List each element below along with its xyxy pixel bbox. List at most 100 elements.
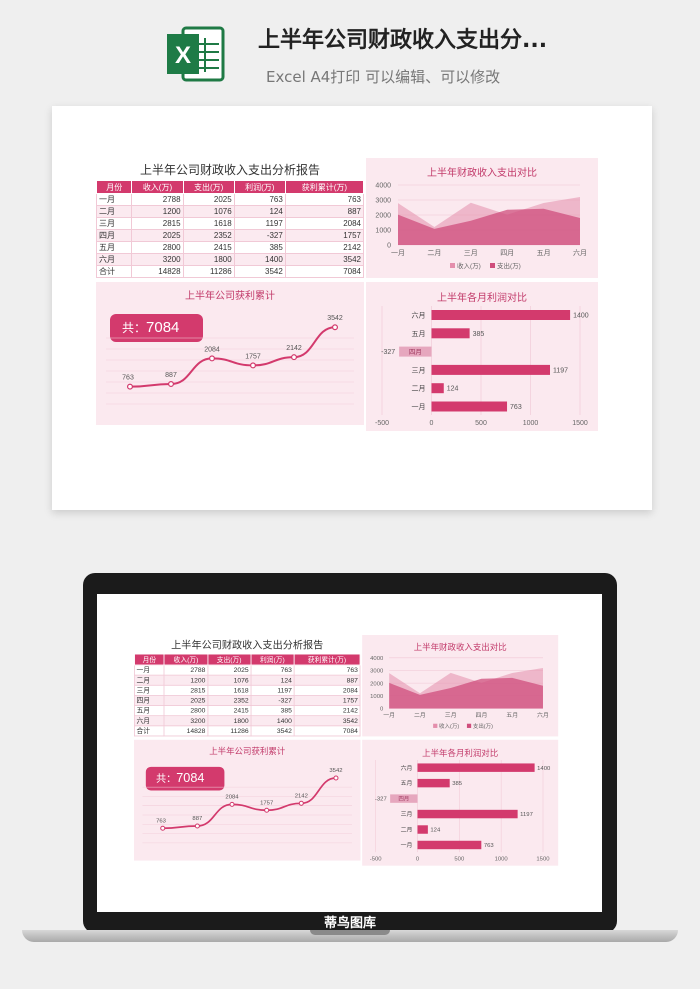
x-tick-label: 0 — [430, 420, 434, 427]
x-tick-label: 三月 — [464, 249, 478, 257]
legend-swatch — [450, 263, 455, 268]
table-cell: 五月 — [133, 705, 165, 717]
table-cell: 887 — [284, 205, 365, 218]
table-row: 合计 14828 11286 3542 7084 — [133, 725, 361, 737]
x-tick-label: 1500 — [536, 857, 550, 863]
table-cell: 2025 — [163, 694, 208, 706]
table-cell: 1800 — [182, 253, 235, 266]
table-header-row: 月份 收入(万) 支出(万) 利润(万) 获利累计(万) — [95, 180, 365, 194]
line-point — [291, 354, 298, 361]
x-tick-label: 1500 — [572, 420, 588, 427]
table-cell: 124 — [233, 205, 286, 218]
bar-chart-panel: 上半年各月利润对比 -500 0 500 1000 1500 六月 1400 五月 385 四月 -… — [366, 282, 598, 431]
line-chart: 763 887 2084 1757 2142 3542 — [106, 315, 354, 405]
table-cell: 1076 — [207, 674, 252, 686]
x-tick-label: 一月 — [391, 249, 405, 257]
data-label: 124 — [447, 386, 459, 393]
line-chart-title: 上半年公司获利累计 — [185, 291, 275, 302]
line-point — [298, 800, 304, 806]
category-label: 三月 — [412, 366, 426, 374]
total-badge: 共：7084 — [145, 766, 225, 791]
legend-swatch — [466, 723, 472, 728]
line-point — [229, 801, 235, 807]
report-laptop: 上半年公司财政收入支出分析报告 月份 收入(万) 支出(万) 利润(万) 获利累计(万)… — [133, 635, 559, 866]
data-label: -327 — [381, 349, 395, 356]
table-cell: 3200 — [131, 253, 184, 266]
table-cell: 五月 — [95, 241, 133, 254]
category-label: 五月 — [401, 780, 413, 787]
line-chart-panel: 上半年公司获利累计 共：7084 763 887 2084 1757 2142 3542 — [134, 739, 361, 861]
watermark: 蒂鸟图库 — [323, 916, 376, 931]
table-row: 六月 3200 1800 1400 3542 — [133, 715, 361, 727]
x-tick-label: 二月 — [427, 249, 441, 257]
area-chart-panel: 上半年财政收入支出对比 4000 3000 2000 1000 0 一月 二月 三月 四月 五月 六… — [362, 635, 559, 737]
category-label: 二月 — [412, 385, 426, 393]
data-label: 385 — [473, 331, 485, 338]
table-cell: 2815 — [131, 217, 184, 230]
legend-swatch — [433, 723, 438, 728]
table-cell: 合计 — [133, 725, 165, 737]
line-point — [332, 324, 339, 331]
report-sheet: 上半年公司财政收入支出分析报告 月份 收入(万) 支出(万) 利润(万) 获利累计(万)… — [95, 158, 600, 431]
table-cell: 1618 — [207, 684, 252, 696]
data-label: 1757 — [245, 353, 261, 360]
table-cell: 2142 — [293, 705, 361, 717]
line-point — [333, 775, 339, 781]
table-cell: 124 — [250, 674, 295, 686]
table-cell: 1757 — [293, 694, 361, 706]
report-title: 上半年公司财政收入支出分析报告 — [171, 639, 324, 652]
table-row: 二月 1200 1076 124 887 — [95, 205, 365, 218]
bar — [417, 825, 428, 834]
table-row: 六月 3200 1800 1400 3542 — [95, 253, 365, 266]
data-label: 385 — [452, 781, 463, 787]
table-cell: 7084 — [284, 265, 365, 278]
bar — [431, 328, 470, 339]
y-tick-label: 0 — [387, 243, 391, 250]
x-tick-label: 1000 — [495, 857, 509, 863]
report-main: 上半年公司财政收入支出分析报告 月份 收入(万) 支出(万) 利润(万) 获利累计(万)… — [95, 158, 600, 431]
table-cell: 14828 — [131, 265, 184, 278]
report-table: 月份 收入(万) 支出(万) 利润(万) 获利累计(万) 一月 2788 2025 763 76… — [95, 180, 365, 278]
table-cell: 六月 — [95, 253, 133, 266]
x-tick-label: 五月 — [537, 249, 551, 257]
total-value: 7084 — [146, 319, 180, 336]
bar — [431, 383, 444, 394]
bar — [417, 840, 482, 850]
x-tick-label: 五月 — [506, 712, 518, 719]
table-cell: 3200 — [163, 715, 208, 727]
table-cell: 14828 — [163, 725, 208, 737]
category-label: 六月 — [412, 311, 426, 320]
table-cell: 763 — [293, 664, 361, 676]
table-cell: 2788 — [131, 193, 184, 206]
y-tick-label: 0 — [380, 707, 384, 713]
x-tick-label: 500 — [475, 420, 487, 427]
table-row: 四月 2025 2352 -327 1757 — [133, 694, 361, 706]
table-cell: 763 — [233, 193, 286, 206]
x-tick-label: 一月 — [383, 712, 395, 719]
table-row: 三月 2815 1618 1197 2084 — [95, 217, 365, 230]
line-series — [162, 777, 337, 830]
data-label: 1197 — [553, 367, 568, 374]
column-header: 收入(万) — [131, 180, 184, 194]
table-cell: 2815 — [163, 684, 208, 696]
table-cell: 一月 — [95, 193, 133, 206]
column-header: 获利累计(万) — [293, 653, 361, 666]
line-point — [127, 383, 134, 390]
excel-logo-icon: X — [163, 22, 227, 86]
laptop-screen: 上半年公司财政收入支出分析报告 月份 收入(万) 支出(万) 利润(万) 获利累计(万)… — [97, 594, 602, 912]
category-label: 四月 — [409, 348, 422, 356]
table-cell: 2025 — [131, 229, 184, 242]
table-cell: 2142 — [284, 241, 365, 254]
category-label: 五月 — [412, 330, 426, 338]
total-label: 共： — [122, 321, 147, 335]
table-cell: 六月 — [133, 715, 165, 727]
table-cell: 2788 — [163, 664, 208, 676]
x-tick-label: 六月 — [573, 248, 587, 257]
table-cell: 2800 — [163, 705, 208, 717]
total-value: 7084 — [176, 771, 205, 786]
bar — [417, 763, 535, 772]
table-cell: 合计 — [95, 265, 133, 278]
data-label: 763 — [484, 843, 495, 849]
table-cell: 2352 — [207, 694, 252, 706]
